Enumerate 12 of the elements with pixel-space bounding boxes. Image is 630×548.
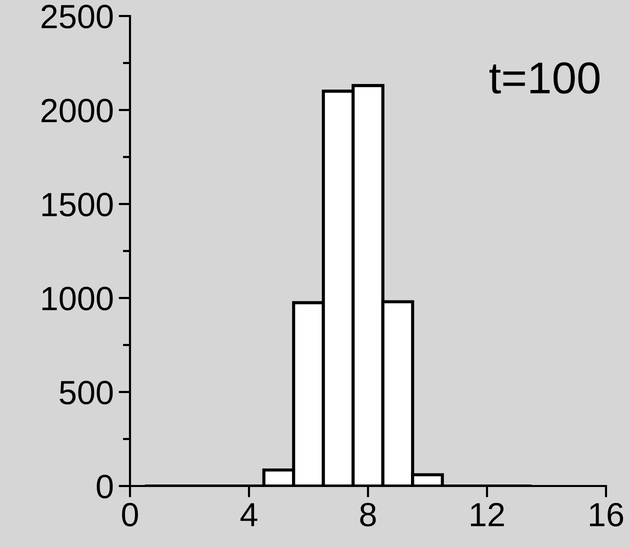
annotation: t=100 (489, 62, 600, 94)
x-tick-label: 8 (360, 502, 376, 526)
y-tick-label: 1000 (42, 286, 113, 310)
x-tick-label: 0 (122, 502, 138, 526)
x-tick-label: 4 (240, 503, 258, 526)
y-tick-label: 500 (60, 380, 113, 404)
x-tick-label: 16 (590, 502, 624, 526)
x-tick-label: 12 (471, 502, 504, 526)
y-tick-label: 2000 (42, 98, 113, 122)
y-tick-label: 0 (96, 474, 113, 498)
y-tick-label: 2500 (42, 4, 113, 28)
y-tick-label: 1500 (42, 192, 113, 216)
